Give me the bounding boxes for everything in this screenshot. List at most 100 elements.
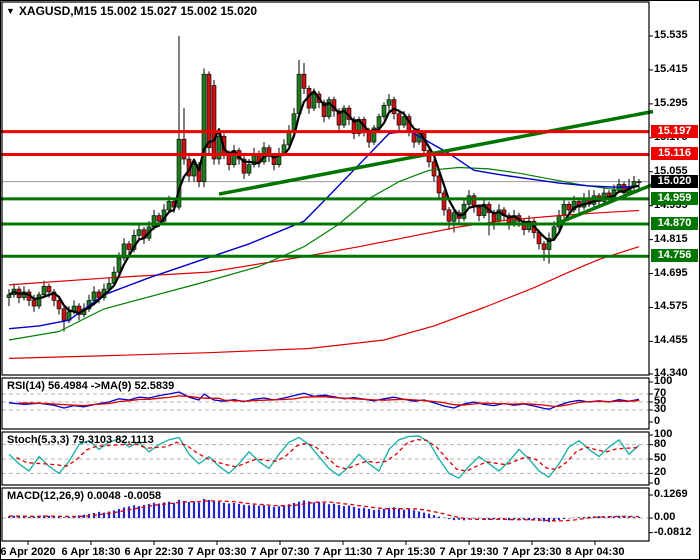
candle-bull	[451, 212, 457, 222]
candle-bull	[166, 201, 172, 211]
candle-bear	[56, 300, 62, 310]
chart-menu-triangle-icon[interactable]: ▼	[6, 6, 15, 16]
candle-bull	[191, 164, 197, 177]
candle-bull	[381, 104, 387, 117]
time-axis-label: 8 Apr 04:30	[565, 546, 625, 558]
rsi-ma-line	[18, 395, 640, 408]
candle-bull	[326, 99, 332, 117]
price-tick-label: 14.340	[654, 366, 688, 379]
candle-bull	[216, 136, 222, 160]
rsi-line	[8, 391, 640, 410]
candle-bear	[271, 155, 277, 165]
macd-label: MACD(12,26,9) 0.0048 -0.0058	[7, 490, 162, 502]
time-axis-label: 6 Apr 22:30	[124, 546, 184, 558]
candle-bull	[296, 73, 302, 115]
time-axis-label: 7 Apr 07:30	[250, 546, 310, 558]
time-axis-label: 6 Apr 2020	[0, 546, 56, 558]
price-level-badge: 14.959	[651, 191, 698, 205]
candle-bull	[36, 294, 42, 307]
candle-bull	[546, 237, 552, 250]
price-tick-label: 15.535	[654, 29, 688, 41]
symbol-title: ▼ XAGUSD,M15 15.002 15.027 15.002 15.020	[6, 4, 257, 18]
candle-bear	[391, 99, 397, 115]
ma-black	[8, 90, 640, 315]
candle-bull	[121, 243, 127, 259]
candle-bear	[126, 243, 132, 250]
price-level-badge: 15.116	[651, 147, 698, 161]
candle-bear	[61, 308, 67, 321]
candle-bull	[91, 291, 97, 301]
macd-panel[interactable]	[1, 487, 650, 542]
candle-bull	[116, 257, 122, 273]
candle-bear	[196, 164, 202, 182]
ma-green	[8, 166, 640, 341]
candle-bear	[446, 209, 452, 222]
trendline-support	[218, 109, 654, 196]
price-tick-label: 14.695	[654, 266, 688, 279]
time-axis-label: 6 Apr 18:30	[61, 546, 121, 558]
candle-bear	[566, 203, 572, 211]
ma-red-slow	[8, 246, 640, 359]
ma-blue	[8, 130, 640, 330]
main-chart-panel[interactable]	[1, 1, 650, 376]
candle-bull	[371, 127, 377, 143]
time-axis-label: 7 Apr 03:30	[187, 546, 247, 558]
indicator-axis-label: 0.00	[654, 511, 676, 523]
candle-bear	[541, 243, 547, 250]
candle-bull	[176, 138, 182, 208]
candle-bear	[51, 291, 57, 301]
symbol-ohlc-text: XAGUSD,M15 15.002 15.027 15.002 15.020	[18, 4, 258, 18]
candle-bull	[401, 116, 407, 126]
candle-bear	[621, 184, 627, 194]
candle-bear	[31, 300, 37, 307]
indicator-axis-label: 0	[654, 415, 661, 427]
candle-bull	[561, 203, 567, 216]
price-tick-label: 15.055	[654, 164, 688, 177]
price-level-badge: 14.870	[651, 217, 698, 231]
candle-bull	[246, 164, 252, 174]
candle-bear	[241, 158, 247, 174]
rsi-panel[interactable]	[1, 377, 650, 430]
indicator-axis-label: 50	[654, 395, 667, 407]
price-tick-label: 14.815	[654, 232, 688, 245]
candle-bear	[476, 206, 482, 216]
time-axis-label: 7 Apr 11:30	[313, 546, 373, 558]
macd-signal-line	[8, 500, 640, 522]
candle-bull	[571, 201, 577, 211]
candle-bear	[431, 161, 437, 177]
ma-red-fast	[8, 209, 640, 286]
candle-bull	[41, 285, 47, 296]
price-tick-label: 14.455	[654, 334, 688, 347]
stoch-panel[interactable]	[1, 431, 650, 486]
price-tick-label: 15.295	[654, 96, 688, 109]
candle-bear	[181, 138, 187, 160]
price-tick-label: 14.575	[654, 300, 688, 313]
time-axis-label: 7 Apr 23:30	[502, 546, 562, 558]
candle-bear	[441, 192, 447, 211]
indicator-axis-label: 30	[654, 403, 667, 415]
rsi-label: RSI(14) 56.4984 ->MA(9) 52.5839	[7, 380, 175, 392]
candle-bear	[301, 73, 307, 89]
stoch-k-line	[8, 435, 640, 479]
indicator-axis-label: 0	[654, 476, 661, 488]
indicator-axis-label: 70	[654, 387, 667, 399]
stoch-d-line	[16, 438, 640, 472]
price-level-badge: 15.197	[651, 124, 698, 138]
candle-bear	[266, 147, 272, 157]
indicator-axis-label: 0.1269	[654, 488, 688, 501]
candle-bear	[436, 175, 442, 194]
candle-bull	[481, 203, 487, 216]
candle-bear	[351, 119, 357, 134]
candle-bear	[321, 102, 327, 117]
indicator-axis-label: 20	[654, 466, 667, 479]
trendline-support	[556, 182, 654, 226]
candle-bear	[156, 215, 162, 222]
time-axis-label: 7 Apr 19:30	[439, 546, 499, 558]
stoch-label: Stoch(5,3,3) 79.3103 82.1113	[7, 434, 154, 446]
candle-bear	[46, 285, 52, 293]
time-axis-label: 7 Apr 15:30	[376, 546, 436, 558]
candle-bear	[76, 305, 82, 315]
indicator-axis-label: 100	[654, 375, 673, 387]
